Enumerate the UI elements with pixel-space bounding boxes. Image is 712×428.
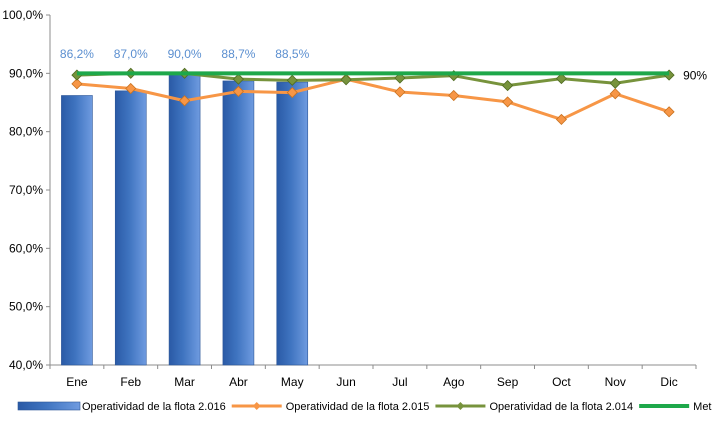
- series-point: [502, 96, 514, 108]
- y-axis: 40,0% 50,0% 60,0% 70,0% 80,0% 90,0% 100,0%: [2, 8, 51, 372]
- x-tick-label: Sep: [497, 375, 519, 389]
- series-point: [609, 88, 621, 100]
- series-point: [232, 73, 244, 85]
- series-point: [394, 86, 406, 98]
- x-tick-label: May: [281, 375, 304, 389]
- series-point: [555, 113, 567, 125]
- series-point: [609, 77, 621, 89]
- y-tick-label: 90,0%: [9, 66, 43, 80]
- bar: [61, 95, 93, 366]
- series-point: [555, 73, 567, 85]
- bar-data-label: 90,0%: [168, 47, 202, 61]
- y-tick-label: 40,0%: [9, 358, 43, 372]
- x-tick-label: Abr: [229, 375, 248, 389]
- target-series: 90%: [76, 68, 707, 82]
- series-line: [76, 77, 670, 121]
- y-tick-label: 70,0%: [9, 183, 43, 197]
- series-point: [502, 80, 514, 92]
- x-tick-label: Jul: [392, 375, 407, 389]
- line-series: [71, 67, 675, 125]
- x-tick-label: Oct: [552, 375, 571, 389]
- legend-marker: [252, 402, 261, 410]
- series-point: [179, 95, 191, 107]
- line-series-1: [71, 67, 675, 92]
- bar: [276, 81, 309, 366]
- legend-swatch: [17, 401, 81, 411]
- series-point: [286, 87, 298, 99]
- y-tick-label: 50,0%: [9, 300, 43, 314]
- x-axis: Ene Feb Mar Abr May Jun Jul Ago Sep Oct Nov Dic: [49, 364, 697, 389]
- series-point: [125, 82, 137, 95]
- bar-data-label: 87,0%: [114, 47, 148, 61]
- series-point: [663, 106, 675, 118]
- bar-data-label: 88,5%: [275, 47, 309, 61]
- bar-series-2016: [61, 73, 309, 366]
- series-point: [286, 74, 298, 86]
- legend-entry: Meta: [639, 401, 712, 413]
- x-tick-label: Ago: [443, 375, 465, 389]
- y-tick-label: 60,0%: [9, 241, 43, 255]
- x-tick-label: Feb: [120, 375, 141, 389]
- x-tick-label: Nov: [605, 375, 626, 389]
- legend-entry: Operatividad de la flota 2.015: [231, 401, 430, 413]
- series-point: [340, 74, 352, 86]
- series-point: [448, 89, 460, 102]
- series-point: [71, 78, 83, 90]
- legend-label: Operatividad de la flota 2.015: [286, 401, 430, 413]
- legend-label: Operatividad de la flota 2.016: [82, 401, 226, 413]
- bar: [114, 90, 147, 366]
- target-label: 90%: [683, 68, 707, 82]
- legend-marker: [456, 402, 465, 410]
- bar-data-label: 86,2%: [60, 47, 94, 61]
- x-tick-label: Jun: [336, 375, 355, 389]
- legend-entry: Operatividad de la flota 2.016: [17, 401, 226, 413]
- legend: Operatividad de la flota 2.016 Operativid…: [17, 401, 712, 413]
- legend-label: Meta: [693, 401, 712, 413]
- x-tick-label: Mar: [174, 375, 195, 389]
- series-point: [232, 85, 244, 97]
- x-tick-label: Dic: [660, 375, 677, 389]
- legend-entry: Operatividad de la flota 2.014: [435, 401, 633, 413]
- bar: [222, 80, 255, 366]
- y-tick-label: 100,0%: [2, 8, 43, 22]
- bar-data-labels: 86,2% 87,0% 90,0% 88,7% 88,5%: [60, 47, 310, 61]
- bar-data-label: 88,7%: [221, 47, 255, 61]
- x-tick-label: Ene: [66, 375, 88, 389]
- series-point: [394, 72, 406, 84]
- y-tick-label: 80,0%: [9, 125, 43, 139]
- legend-label: Operatividad de la flota 2.014: [489, 401, 633, 413]
- bar: [168, 73, 201, 366]
